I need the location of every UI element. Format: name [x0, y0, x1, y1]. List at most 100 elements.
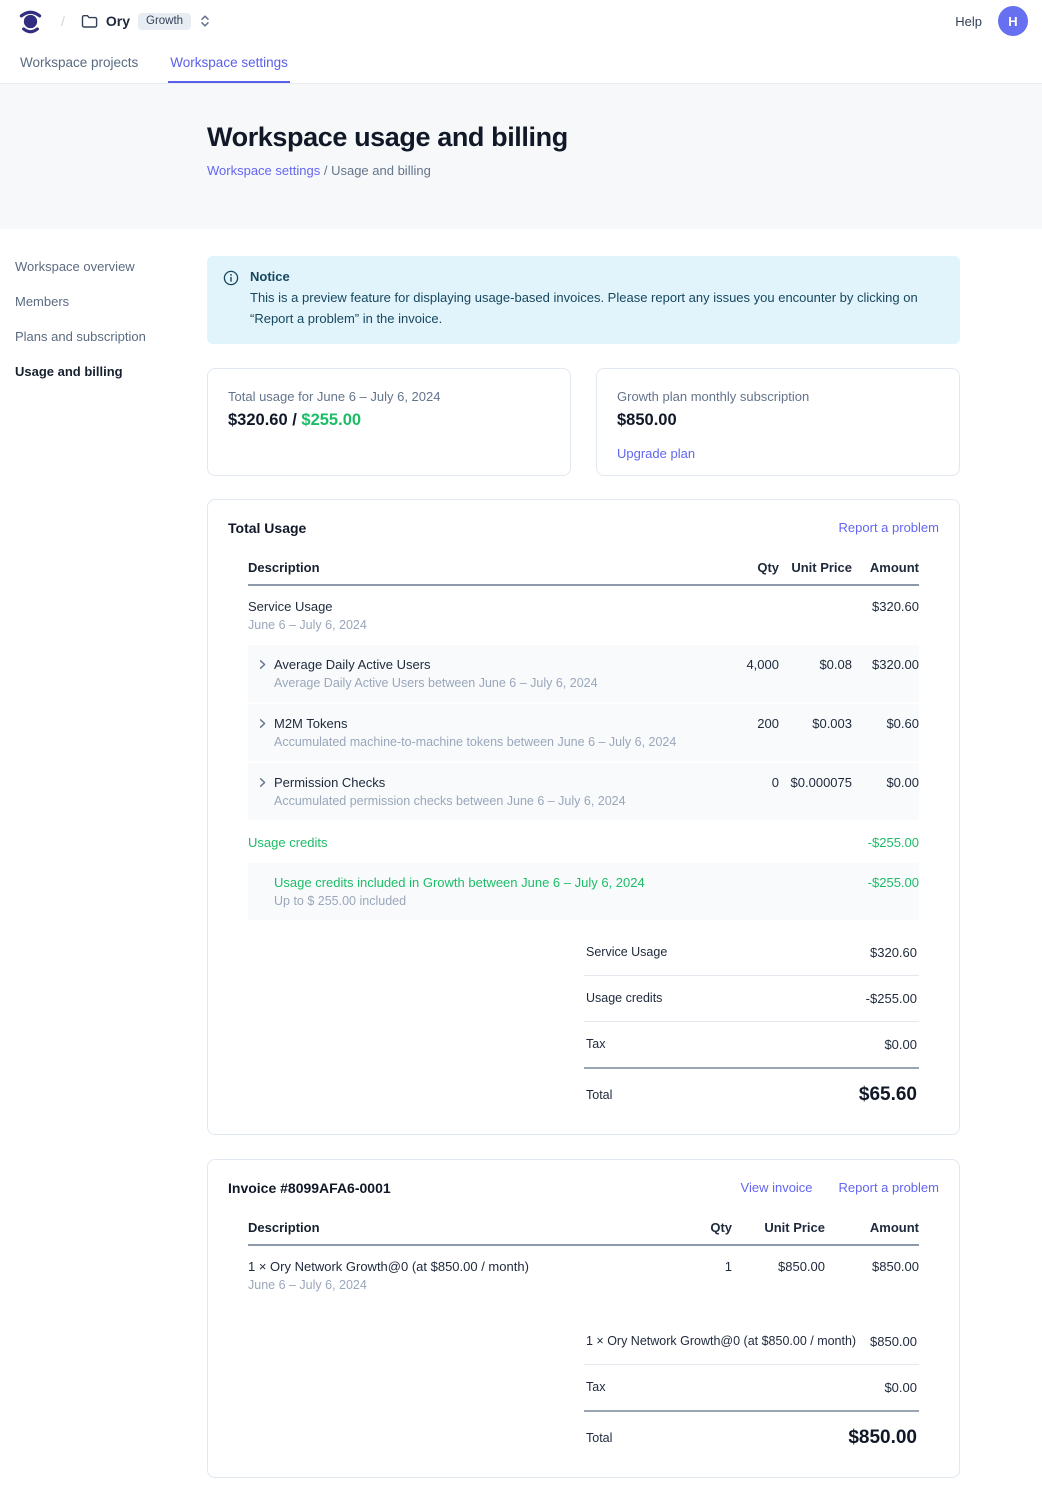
- subscription-amount: $850.00: [617, 410, 677, 429]
- sidebar-item-workspace-overview[interactable]: Workspace overview: [15, 259, 135, 274]
- chevron-right-icon: [259, 659, 266, 669]
- table-row-service-usage: Service Usage June 6 – July 6, 2024 $320…: [248, 585, 919, 645]
- row-subtitle: Average Daily Active Users between June …: [274, 675, 598, 690]
- chevron-right-icon: [259, 718, 266, 728]
- invoice-table-header: Description Qty Unit Price Amount: [248, 1208, 919, 1246]
- help-link[interactable]: Help: [955, 13, 982, 29]
- table-row-invoice-item: 1 × Ory Network Growth@0 (at $850.00 / m…: [248, 1245, 919, 1305]
- totals-row-usage-credits: Usage credits -$255.00: [584, 976, 919, 1022]
- row-qty: 0: [771, 774, 779, 790]
- row-amount: $320.00: [872, 656, 919, 672]
- row-title: Service Usage: [248, 598, 333, 614]
- col-unit-price: Unit Price: [791, 559, 852, 575]
- subscription-label: Growth plan monthly subscription: [617, 388, 810, 404]
- subscription-card: Growth plan monthly subscription $850.00…: [596, 367, 960, 476]
- totals-label: Usage credits: [586, 991, 663, 1006]
- totals-label: Tax: [586, 1037, 606, 1052]
- usage-totals: Service Usage $320.60 Usage credits -$25…: [584, 930, 919, 1110]
- row-title: M2M Tokens: [274, 715, 348, 731]
- col-amount: Amount: [869, 1219, 919, 1235]
- usage-amount: $320.60 /: [228, 410, 297, 429]
- expand-row-button[interactable]: [248, 716, 274, 729]
- row-qty: 1: [724, 1258, 732, 1274]
- row-subtitle: Accumulated permission checks between Ju…: [274, 793, 626, 808]
- totals-value: $0.00: [884, 1036, 917, 1052]
- col-description: Description: [248, 559, 320, 575]
- totals-value: $850.00: [870, 1333, 917, 1349]
- info-icon: [223, 268, 239, 330]
- row-subtitle: June 6 – July 6, 2024: [248, 1277, 367, 1292]
- col-qty: Qty: [710, 1219, 732, 1235]
- totals-row-total: Total $65.60: [584, 1069, 919, 1110]
- total-usage-panel: Total Usage Report a problem Description…: [207, 498, 960, 1135]
- report-problem-link[interactable]: Report a problem: [838, 1180, 939, 1196]
- table-row-permission-checks: Permission Checks Accumulated permission…: [248, 762, 919, 822]
- upgrade-plan-link[interactable]: Upgrade plan: [617, 445, 696, 461]
- workspace-selector-icon[interactable]: [199, 14, 211, 28]
- totals-value: $320.60: [870, 944, 917, 960]
- workspace-name: Ory: [105, 13, 131, 29]
- notice-text: This is a preview feature for displaying…: [250, 290, 918, 326]
- table-row-adau: Average Daily Active Users Average Daily…: [248, 644, 919, 704]
- view-invoice-link[interactable]: View invoice: [740, 1180, 813, 1196]
- ory-logo-icon[interactable]: [18, 8, 43, 35]
- row-qty: 4,000: [746, 656, 779, 672]
- breadcrumb-link[interactable]: Workspace settings: [207, 163, 321, 178]
- totals-value: -$255.00: [865, 990, 917, 1006]
- report-problem-link[interactable]: Report a problem: [838, 520, 939, 536]
- preview-notice: Notice This is a preview feature for dis…: [207, 256, 960, 344]
- row-amount: -$255.00: [867, 874, 919, 890]
- total-usage-label: Total usage for June 6 – July 6, 2024: [228, 388, 441, 404]
- breadcrumb-separator: /: [323, 163, 328, 178]
- col-unit-price: Unit Price: [764, 1219, 825, 1235]
- row-title: Usage credits: [248, 834, 328, 850]
- total-label: Total: [586, 1087, 613, 1102]
- row-unit-price: $0.08: [819, 656, 852, 672]
- row-subtitle: June 6 – July 6, 2024: [248, 617, 367, 632]
- table-row-usage-credits-detail: Usage credits included in Growth between…: [248, 862, 919, 922]
- col-amount: Amount: [869, 559, 919, 575]
- main-content: Notice This is a preview feature for dis…: [207, 229, 960, 1498]
- folder-icon: [81, 14, 98, 29]
- tab-workspace-settings[interactable]: Workspace settings: [168, 42, 290, 83]
- plan-badge: Growth: [138, 12, 192, 30]
- col-qty: Qty: [757, 559, 779, 575]
- usage-panel-title: Total Usage: [228, 519, 307, 536]
- tab-workspace-projects[interactable]: Workspace projects: [20, 55, 139, 70]
- totals-row-service-usage: Service Usage $320.60: [584, 930, 919, 976]
- breadcrumb-current: Usage and billing: [331, 163, 431, 178]
- row-indent: [248, 875, 274, 877]
- table-row-m2m-tokens: M2M Tokens Accumulated machine-to-machin…: [248, 703, 919, 763]
- totals-value: $0.00: [884, 1379, 917, 1395]
- expand-row-button[interactable]: [248, 775, 274, 788]
- expand-row-button[interactable]: [248, 657, 274, 670]
- row-amount: $0.00: [886, 774, 919, 790]
- top-header: / Ory Growth Help H: [0, 0, 1042, 42]
- usage-credit-amount: $255.00: [301, 410, 362, 429]
- totals-label: 1 × Ory Network Growth@0 (at $850.00 / m…: [586, 1334, 857, 1349]
- totals-row-tax: Tax $0.00: [584, 1365, 919, 1412]
- notice-title: Notice: [250, 269, 290, 284]
- row-amount: $320.60: [872, 598, 919, 614]
- sidebar-item-plans-subscription[interactable]: Plans and subscription: [15, 329, 146, 344]
- totals-row-tax: Tax $0.00: [584, 1022, 919, 1069]
- col-description: Description: [248, 1219, 320, 1235]
- totals-row-total: Total $850.00: [584, 1412, 919, 1453]
- sidebar-item-members[interactable]: Members: [15, 294, 70, 309]
- path-separator: /: [61, 13, 65, 29]
- total-value: $850.00: [848, 1426, 917, 1448]
- invoice-totals: 1 × Ory Network Growth@0 (at $850.00 / m…: [584, 1319, 919, 1453]
- totals-label: Service Usage: [586, 945, 668, 960]
- page-title: Workspace usage and billing: [207, 122, 568, 152]
- totals-row-item: 1 × Ory Network Growth@0 (at $850.00 / m…: [584, 1319, 919, 1365]
- avatar[interactable]: H: [998, 6, 1028, 36]
- row-title: Usage credits included in Growth between…: [274, 874, 645, 890]
- sidebar-item-usage-billing[interactable]: Usage and billing: [15, 364, 123, 379]
- row-unit-price: $850.00: [778, 1258, 825, 1274]
- row-title: Average Daily Active Users: [274, 656, 431, 672]
- workspace-switcher[interactable]: Ory Growth: [81, 12, 211, 30]
- row-title: 1 × Ory Network Growth@0 (at $850.00 / m…: [248, 1258, 529, 1274]
- workspace-tabs: Workspace projects Workspace settings: [0, 42, 1042, 84]
- row-qty: 200: [757, 715, 779, 731]
- row-unit-price: $0.000075: [790, 774, 852, 790]
